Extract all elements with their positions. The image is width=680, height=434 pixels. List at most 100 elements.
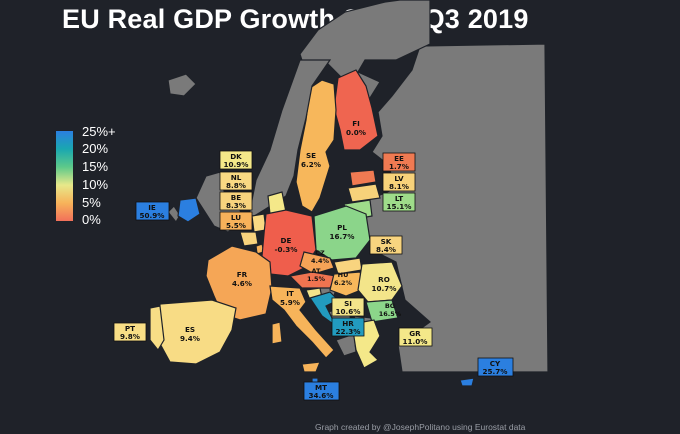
legend-tick-20: 20% [82, 141, 109, 156]
country-sicily[interactable] [301, 361, 321, 373]
label-mt[interactable]: MT 34.6% [303, 381, 340, 401]
label-at: AT 1.5% [307, 267, 326, 283]
svg-text:LU: LU [231, 213, 241, 222]
svg-text:10.9%: 10.9% [224, 160, 249, 169]
country-pl[interactable] [313, 205, 371, 261]
label-sk[interactable]: SK 8.4% [369, 235, 403, 255]
country-lv[interactable] [347, 183, 381, 203]
country-fr[interactable] [205, 245, 273, 321]
svg-text:0.0%: 0.0% [346, 128, 366, 137]
label-ie[interactable]: IE 50.9% [135, 201, 170, 221]
country-cy[interactable] [459, 377, 475, 387]
svg-text:1.7%: 1.7% [389, 162, 409, 171]
country-no [247, 59, 332, 222]
legend-tick-15: 15% [82, 159, 109, 174]
country-ee[interactable] [349, 169, 377, 187]
label-bg: BG 16.5% [379, 302, 402, 318]
svg-text:50.9%: 50.9% [140, 211, 165, 220]
label-pl: PL 16.7% [330, 223, 355, 241]
label-hr[interactable]: HR 22.3% [331, 317, 365, 337]
label-se: SE 6.2% [301, 151, 321, 169]
label-es: ES 9.4% [180, 325, 200, 343]
svg-text:BG: BG [385, 302, 395, 310]
legend-tick-10: 10% [82, 177, 109, 192]
svg-text:6.2%: 6.2% [301, 160, 321, 169]
svg-text:CZ: CZ [315, 249, 325, 257]
svg-text:4.6%: 4.6% [232, 279, 252, 288]
svg-text:22.3%: 22.3% [336, 327, 361, 336]
svg-text:4.4%: 4.4% [311, 257, 330, 265]
country-it[interactable] [269, 285, 335, 359]
svg-text:9.4%: 9.4% [180, 334, 200, 343]
country-sardinia[interactable] [271, 321, 283, 345]
legend-tick-0: 0% [82, 212, 101, 227]
label-lt[interactable]: LT 15.1% [382, 192, 416, 212]
label-lv[interactable]: LV 8.1% [382, 172, 416, 192]
eu-countries [149, 59, 475, 387]
svg-text:LV: LV [394, 174, 404, 183]
country-es[interactable] [157, 299, 237, 365]
svg-text:GR: GR [409, 329, 421, 338]
label-dk[interactable]: DK 10.9% [219, 150, 253, 170]
country-hr[interactable] [309, 291, 340, 327]
svg-text:IT: IT [286, 289, 294, 298]
svg-text:PL: PL [337, 223, 347, 232]
country-se[interactable] [295, 79, 337, 213]
svg-text:10.7%: 10.7% [372, 284, 397, 293]
label-cy[interactable]: CY 25.7% [477, 357, 514, 377]
svg-text:CY: CY [490, 359, 501, 368]
label-cz: CZ 4.4% [311, 249, 330, 265]
svg-text:5.5%: 5.5% [226, 221, 246, 230]
label-fi: FI 0.0% [346, 119, 366, 137]
svg-text:9.8%: 9.8% [120, 332, 140, 341]
label-pt[interactable]: PT 9.8% [113, 322, 147, 342]
svg-text:PT: PT [125, 324, 135, 333]
svg-text:RO: RO [378, 275, 390, 284]
country-pt[interactable] [149, 305, 165, 352]
svg-text:11.0%: 11.0% [403, 337, 428, 346]
map-title: EU Real GDP Growth Since Q3 2019 [62, 4, 529, 34]
country-be[interactable] [239, 231, 259, 247]
country-labels: FI 0.0% SE 6.2% EE 1.7% LV 8.1% LT 15.1%… [113, 119, 514, 401]
svg-text:NL: NL [231, 173, 242, 182]
country-cz[interactable] [299, 251, 335, 275]
country-hu[interactable] [329, 271, 367, 297]
svg-text:EE: EE [394, 154, 404, 163]
label-it: IT 5.9% [280, 289, 300, 307]
svg-text:-0.3%: -0.3% [275, 245, 298, 254]
label-si[interactable]: SI 10.6% [331, 297, 365, 317]
svg-text:SE: SE [306, 151, 316, 160]
svg-text:8.1%: 8.1% [389, 182, 409, 191]
label-ro: RO 10.7% [372, 275, 397, 293]
svg-text:15.1%: 15.1% [387, 202, 412, 211]
svg-text:1.5%: 1.5% [307, 275, 326, 283]
country-bg[interactable] [365, 299, 399, 323]
svg-text:SI: SI [344, 299, 352, 308]
svg-text:SK: SK [381, 237, 392, 246]
label-nl[interactable]: NL 8.8% [219, 171, 253, 191]
svg-text:16.5%: 16.5% [379, 310, 402, 318]
country-ie[interactable] [177, 197, 201, 223]
svg-text:DE: DE [281, 236, 292, 245]
svg-text:AT: AT [312, 267, 322, 275]
label-lu[interactable]: LU 5.5% [219, 211, 253, 231]
country-fi[interactable] [333, 69, 379, 151]
label-ee[interactable]: EE 1.7% [382, 152, 416, 172]
svg-text:10.6%: 10.6% [336, 307, 361, 316]
svg-text:HR: HR [342, 319, 354, 328]
svg-text:BE: BE [231, 193, 241, 202]
label-gr[interactable]: GR 11.0% [398, 327, 433, 347]
label-hu: HU 6.2% [334, 271, 353, 287]
svg-text:34.6%: 34.6% [309, 391, 334, 400]
svg-text:25.7%: 25.7% [483, 367, 508, 376]
label-fr: FR 4.6% [232, 270, 252, 288]
svg-text:6.2%: 6.2% [334, 279, 353, 287]
legend-tick-5: 5% [82, 195, 101, 210]
svg-text:HU: HU [338, 271, 349, 279]
svg-text:ES: ES [185, 325, 195, 334]
svg-text:8.3%: 8.3% [226, 201, 246, 210]
label-be[interactable]: BE 8.3% [219, 191, 253, 211]
svg-text:5.9%: 5.9% [280, 298, 300, 307]
svg-text:FR: FR [237, 270, 248, 279]
